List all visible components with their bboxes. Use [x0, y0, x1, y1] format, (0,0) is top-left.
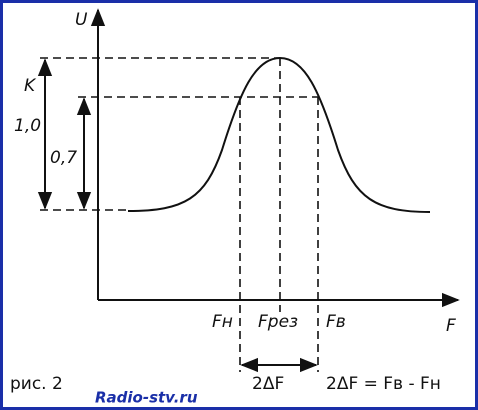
y-label: U: [75, 10, 88, 30]
high-freq: Fв: [326, 312, 346, 332]
caption: рис. 2: [10, 374, 63, 394]
x-label: F: [446, 316, 456, 336]
low-freq: Fн: [212, 312, 233, 332]
level-label: 0,7: [50, 148, 77, 168]
resonance-curve: [127, 56, 431, 213]
peak-label: 1,0: [14, 116, 41, 136]
bandwidth-label: 2ΔF: [252, 374, 284, 394]
watermark: Radio-stv.ru: [95, 389, 198, 407]
bandwidth-formula: 2ΔF = Fв - Fн: [326, 374, 441, 394]
k-label: K: [24, 76, 37, 96]
res-freq: Fрез: [258, 312, 298, 332]
